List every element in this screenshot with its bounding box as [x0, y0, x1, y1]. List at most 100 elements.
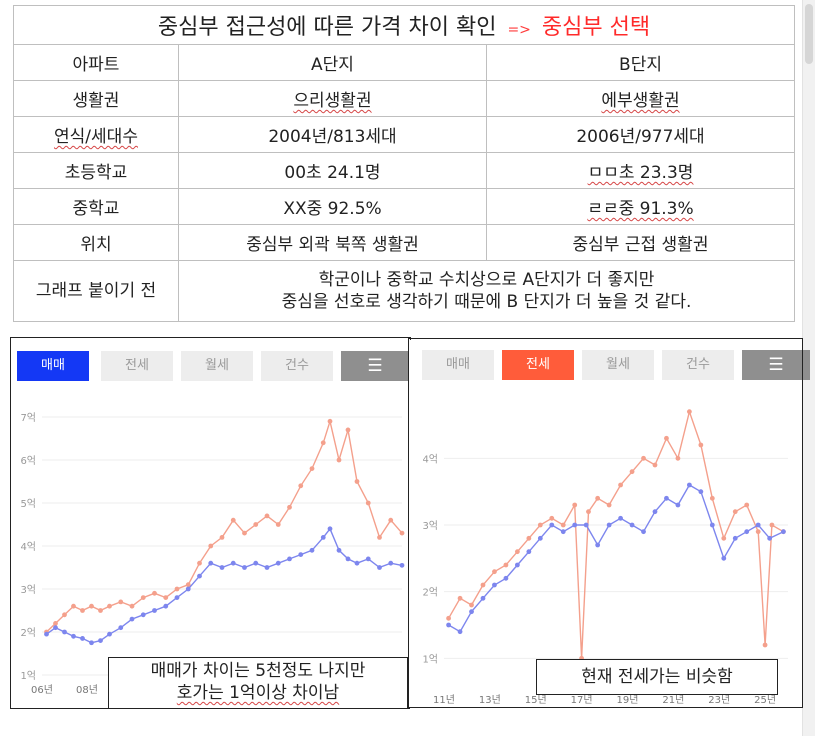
data-point — [503, 562, 509, 568]
x-tick-label: 06년 — [31, 684, 53, 696]
data-point — [129, 616, 135, 622]
data-point — [107, 603, 112, 609]
data-point — [327, 526, 333, 532]
data-point — [618, 515, 623, 521]
data-point — [336, 547, 342, 553]
data-point — [71, 633, 76, 639]
scrollbar-thumb[interactable] — [805, 4, 813, 64]
data-point — [549, 515, 555, 521]
tab-jeonse[interactable]: 전세 — [101, 351, 173, 381]
data-point — [446, 615, 451, 621]
note-text: 학군이나 중학교 수치상으로 A단지가 더 좋지만 중심을 선호로 생각하기 때… — [177, 260, 796, 322]
table-row: 초등학교 00초 24.1명 ㅁㅁ초 23.3명 — [13, 152, 796, 189]
data-point — [641, 455, 646, 461]
tab-sale[interactable]: 매매 — [422, 350, 494, 380]
data-point — [469, 602, 474, 608]
row-label: 연식/세대수 — [13, 116, 179, 153]
tab-monthly-rent[interactable]: 월세 — [582, 350, 654, 380]
cell-a: 2004년/813세대 — [178, 116, 487, 153]
data-point — [526, 535, 532, 541]
table-row: 생활권 으리생활권 에부생활권 — [13, 80, 796, 117]
right-jeonse-chart: 1억 2억 3억 4억 11년 13년 15년 17년 19년 21년 23년 25년 — [422, 409, 788, 706]
data-point — [62, 612, 67, 618]
header-cell: A단지 — [178, 44, 487, 81]
data-point — [514, 549, 520, 555]
table-header-row: 아파트 A단지 B단지 — [13, 44, 796, 81]
left-chart-panel: 매매 전세 월세 건수 ☰ 1억 2억 3억 4억 5억 6억 7억 06년 08년 — [10, 337, 410, 709]
list-icon[interactable]: ☰ — [742, 350, 810, 380]
data-point — [89, 640, 94, 646]
data-point — [152, 608, 157, 613]
data-point — [320, 440, 326, 446]
data-point — [230, 560, 236, 566]
data-point — [163, 603, 169, 609]
data-point — [480, 582, 486, 588]
data-point — [327, 418, 333, 424]
data-point — [345, 556, 351, 562]
data-point — [388, 560, 394, 566]
cell-a: 00초 24.1명 — [178, 152, 487, 189]
data-point — [641, 529, 646, 535]
data-point — [298, 483, 304, 489]
row-label-text: 연식/세대수 — [54, 127, 138, 147]
y-tick-label: 1억 — [20, 670, 36, 682]
row-label: 초등학교 — [13, 152, 179, 189]
y-tick-label: 3억 — [20, 584, 36, 596]
data-point — [208, 560, 214, 566]
data-point — [595, 542, 601, 548]
tab-count[interactable]: 건수 — [261, 351, 333, 381]
data-point — [71, 603, 76, 609]
data-point — [309, 547, 315, 553]
table-note-row: 그래프 붙이기 전 학군이나 중학교 수치상으로 A단지가 더 좋지만 중심을 … — [13, 260, 796, 322]
x-tick-label: 13년 — [479, 694, 501, 706]
data-point — [89, 603, 94, 609]
tab-count[interactable]: 건수 — [662, 350, 734, 380]
cell-a: 중심부 외곽 북쪽 생활권 — [178, 224, 487, 261]
data-point — [721, 535, 727, 541]
data-point — [242, 565, 247, 570]
data-point — [118, 599, 124, 605]
left-caption: 매매가 차이는 5천정도 나지만 호가는 1억이상 차이남 — [108, 657, 408, 709]
title-accent: 중심부 선택 — [541, 15, 651, 40]
cell-a: 으리생활권 — [178, 80, 487, 117]
cell-a-text: 으리생활권 — [293, 91, 372, 111]
cell-b: 2006년/977세대 — [485, 116, 796, 153]
data-point — [457, 629, 463, 635]
data-point — [53, 621, 58, 626]
data-point — [469, 609, 474, 615]
data-point — [503, 575, 509, 581]
x-tick-label: 15년 — [525, 694, 547, 706]
data-point — [675, 502, 681, 508]
data-point — [287, 556, 292, 562]
data-point — [664, 495, 669, 501]
cell-b: 중심부 근접 생활권 — [485, 224, 796, 261]
data-point — [560, 522, 566, 528]
data-point — [652, 462, 658, 468]
tab-sale[interactable]: 매매 — [17, 351, 89, 381]
y-tick-label: 7억 — [20, 412, 36, 424]
data-point — [537, 535, 543, 541]
data-point — [480, 595, 486, 601]
data-point — [377, 535, 382, 540]
right-tabbar: 매매 전세 월세 건수 ☰ — [422, 350, 810, 380]
data-point — [345, 427, 351, 433]
data-point — [185, 582, 191, 588]
table-row: 연식/세대수 2004년/813세대 2006년/977세대 — [13, 116, 796, 153]
data-point — [698, 489, 704, 495]
data-point — [572, 502, 578, 508]
list-icon[interactable]: ☰ — [341, 351, 409, 381]
data-point — [686, 482, 692, 488]
tab-jeonse[interactable]: 전세 — [502, 350, 574, 380]
cell-b: ㄹㄹ중 91.3% — [485, 188, 796, 225]
data-point — [253, 560, 259, 566]
data-point — [80, 636, 85, 641]
data-point — [629, 469, 635, 475]
data-point — [721, 555, 727, 561]
note-line-2: 중심을 선호로 생각하기 때문에 B 단지가 더 높을 것 같다. — [281, 292, 692, 312]
tab-monthly-rent[interactable]: 월세 — [181, 351, 253, 381]
data-point — [446, 622, 451, 628]
data-point — [118, 625, 124, 631]
header-cell: 아파트 — [13, 44, 179, 81]
data-point — [618, 482, 623, 488]
data-point — [492, 582, 497, 588]
